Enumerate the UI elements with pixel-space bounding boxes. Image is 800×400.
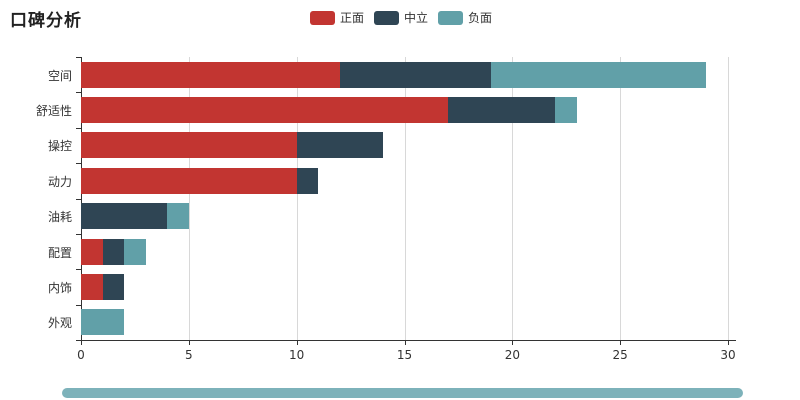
chart-title: 口碑分析 <box>10 11 82 31</box>
x-axis-tick <box>81 340 82 345</box>
x-axis-line <box>81 340 736 341</box>
bar-segment[interactable] <box>167 203 189 230</box>
y-axis-tick <box>76 163 81 165</box>
x-axis-tick <box>188 340 190 345</box>
y-axis-tick <box>76 92 81 94</box>
legend-label: 中立 <box>404 11 429 25</box>
x-axis-tick-label: 25 <box>612 348 628 362</box>
legend-label: 正面 <box>340 11 365 25</box>
bar-segment[interactable] <box>296 167 319 194</box>
y-axis-tick <box>76 269 81 271</box>
category-label: 舒适性 <box>35 104 72 119</box>
legend-item-1[interactable]: 中立 <box>374 9 428 26</box>
y-axis-tick <box>76 233 81 235</box>
bar-segment[interactable] <box>296 132 383 159</box>
gridline <box>728 57 729 340</box>
legend-swatch-icon <box>310 10 335 25</box>
bar-segment[interactable] <box>81 167 297 194</box>
x-axis-tick-label: 10 <box>289 348 305 362</box>
category-label: 外观 <box>47 316 72 331</box>
x-axis-tick-label: 0 <box>77 348 85 362</box>
y-axis-tick <box>76 340 81 341</box>
bar-segment[interactable] <box>81 309 125 336</box>
bar-segment[interactable] <box>339 61 491 88</box>
bar-segment[interactable] <box>81 97 448 124</box>
bar-segment[interactable] <box>81 273 103 300</box>
x-axis-tick-label: 30 <box>720 348 736 362</box>
bar-segment[interactable] <box>81 238 103 265</box>
bar-segment[interactable] <box>490 61 707 88</box>
gridline <box>188 57 190 340</box>
bar-segment[interactable] <box>555 97 578 124</box>
category-label: 动力 <box>47 174 72 189</box>
bar-segment[interactable] <box>81 61 340 88</box>
category-label: 配置 <box>47 245 72 260</box>
x-axis-tick <box>620 340 622 345</box>
y-axis-tick <box>76 304 81 306</box>
y-axis-tick <box>76 127 81 129</box>
category-label: 空间 <box>47 68 72 83</box>
bar-segment[interactable] <box>102 273 125 300</box>
gridline <box>512 57 514 340</box>
legend-item-0[interactable]: 正面 <box>310 9 364 26</box>
gridline <box>620 57 622 340</box>
x-axis-tick <box>512 340 514 345</box>
bar-segment[interactable] <box>81 203 168 230</box>
legend-swatch-icon <box>374 10 400 25</box>
x-axis-tick-label: 20 <box>504 348 520 362</box>
x-axis-tick-label: 15 <box>396 348 413 362</box>
y-axis-tick <box>76 198 81 200</box>
y-axis-tick <box>76 57 81 58</box>
legend-label: 负面 <box>468 11 493 25</box>
category-label: 内饰 <box>47 280 72 295</box>
legend-swatch-icon <box>438 10 464 25</box>
bar-segment[interactable] <box>447 97 556 124</box>
y-axis-line <box>81 57 82 340</box>
bar-segment[interactable] <box>102 238 125 265</box>
category-label: 油耗 <box>47 210 72 225</box>
legend-item-2[interactable]: 负面 <box>438 9 492 26</box>
x-axis-tick <box>404 340 406 345</box>
bar-segment[interactable] <box>81 132 297 159</box>
category-label: 操控 <box>47 139 72 154</box>
legend: 正面 中立 负面 <box>310 9 492 26</box>
datazoom-slider[interactable] <box>62 388 743 398</box>
x-axis-tick-label: 5 <box>185 348 193 362</box>
bar-segment[interactable] <box>124 238 146 265</box>
gridline <box>296 57 298 340</box>
gridline <box>404 57 406 340</box>
x-axis-tick <box>728 340 729 345</box>
x-axis-tick <box>296 340 298 345</box>
